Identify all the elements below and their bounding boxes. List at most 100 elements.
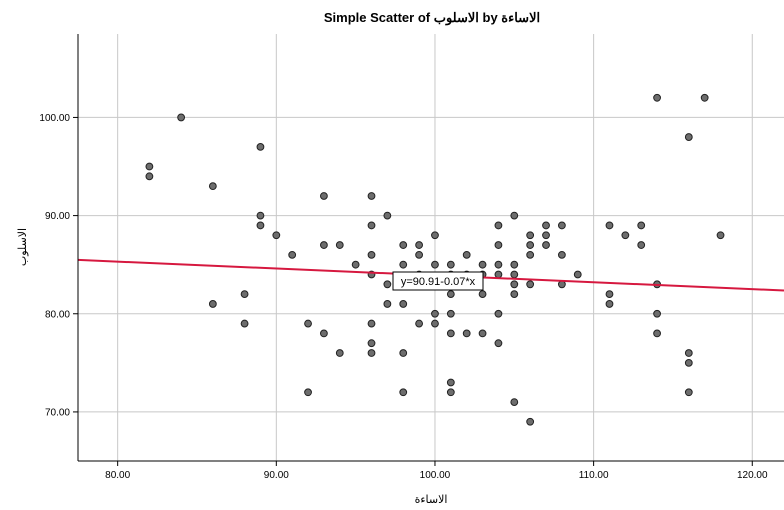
data-point [542,241,550,249]
data-point [415,250,424,259]
data-point [446,388,455,397]
data-point [478,260,487,269]
fit-equation-box [392,271,484,291]
data-point [288,250,297,259]
data-point [494,260,503,269]
data-point [478,329,487,338]
data-point [240,290,249,299]
data-point [272,231,281,240]
data-point [716,231,725,240]
data-point [177,113,186,122]
data-point [684,358,693,367]
data-point [684,133,693,141]
x-tick-label: 80.00 [105,470,130,481]
data-point [446,329,455,338]
data-point [431,319,439,328]
data-point [510,260,519,269]
data-point [351,260,360,269]
data-point [208,182,217,191]
data-point [605,300,614,308]
data-point [494,309,503,318]
data-point [415,241,424,249]
data-point [557,250,566,259]
data-point [415,319,424,328]
data-point [367,339,376,348]
x-axis-ticks: 80.00 90.00 100.00 110.00 120.00 [105,461,768,481]
data-point [367,192,376,200]
data-point [320,192,328,200]
data-point [399,300,408,308]
data-point [431,309,439,318]
data-point [367,349,376,357]
data-point [462,329,471,338]
data-point [621,231,630,240]
data-point [145,172,154,181]
fit-equation-label: y=90.91-0.07*x [392,271,484,291]
data-point [431,260,439,269]
data-point [494,221,503,230]
y-tick-label: 100.00 [39,113,70,124]
data-point [446,309,455,318]
data-point [526,231,535,240]
y-axis-ticks: 70.00 80.00 90.00 100.00 [39,113,78,418]
data-point [653,309,661,318]
y-tick-label: 80.00 [45,309,70,320]
data-point [320,241,328,249]
data-point [320,329,328,338]
data-point [653,329,661,338]
data-point [399,241,408,249]
data-point [526,241,535,249]
y-axis-label: الاسلوب [16,228,29,266]
data-point [557,221,566,230]
data-point [304,319,312,328]
x-tick-label: 120.00 [737,470,768,481]
data-point [542,221,550,230]
data-point [573,270,582,279]
data-point [304,388,312,397]
data-point [446,378,455,387]
data-point [637,241,646,249]
data-point [478,290,487,299]
y-tick-label: 70.00 [45,407,70,418]
data-point [431,231,439,240]
x-tick-label: 100.00 [420,470,451,481]
data-point [462,250,471,259]
data-point [256,211,265,220]
data-point [367,250,376,259]
data-point [494,270,503,279]
x-tick-label: 90.00 [264,470,289,481]
data-point [494,339,503,348]
data-point [542,231,550,240]
data-point [383,211,392,220]
data-point [510,290,519,299]
data-point [605,290,614,299]
data-point [653,93,661,102]
data-point [367,319,376,328]
data-point [399,349,408,357]
data-point [446,260,455,269]
data-point [367,221,376,230]
data-point [256,142,265,151]
data-point [510,280,519,289]
data-point [510,270,519,279]
x-axis-label: الاساءة [415,493,448,506]
fit-equation-text: y=90.91-0.07*x [401,276,476,288]
data-point [605,221,614,230]
data-point [700,93,709,102]
data-point [256,221,265,230]
grid-lines [78,34,784,461]
data-point [446,290,455,299]
x-tick-label: 110.00 [579,470,609,481]
data-point [684,349,693,357]
data-point [399,388,408,397]
data-point [684,388,693,397]
data-point [335,241,344,249]
data-point [510,211,519,220]
data-point [510,398,519,407]
data-point [145,162,154,171]
data-point [240,319,249,328]
data-point [637,221,646,230]
data-point [335,349,344,357]
y-tick-label: 90.00 [45,211,70,222]
